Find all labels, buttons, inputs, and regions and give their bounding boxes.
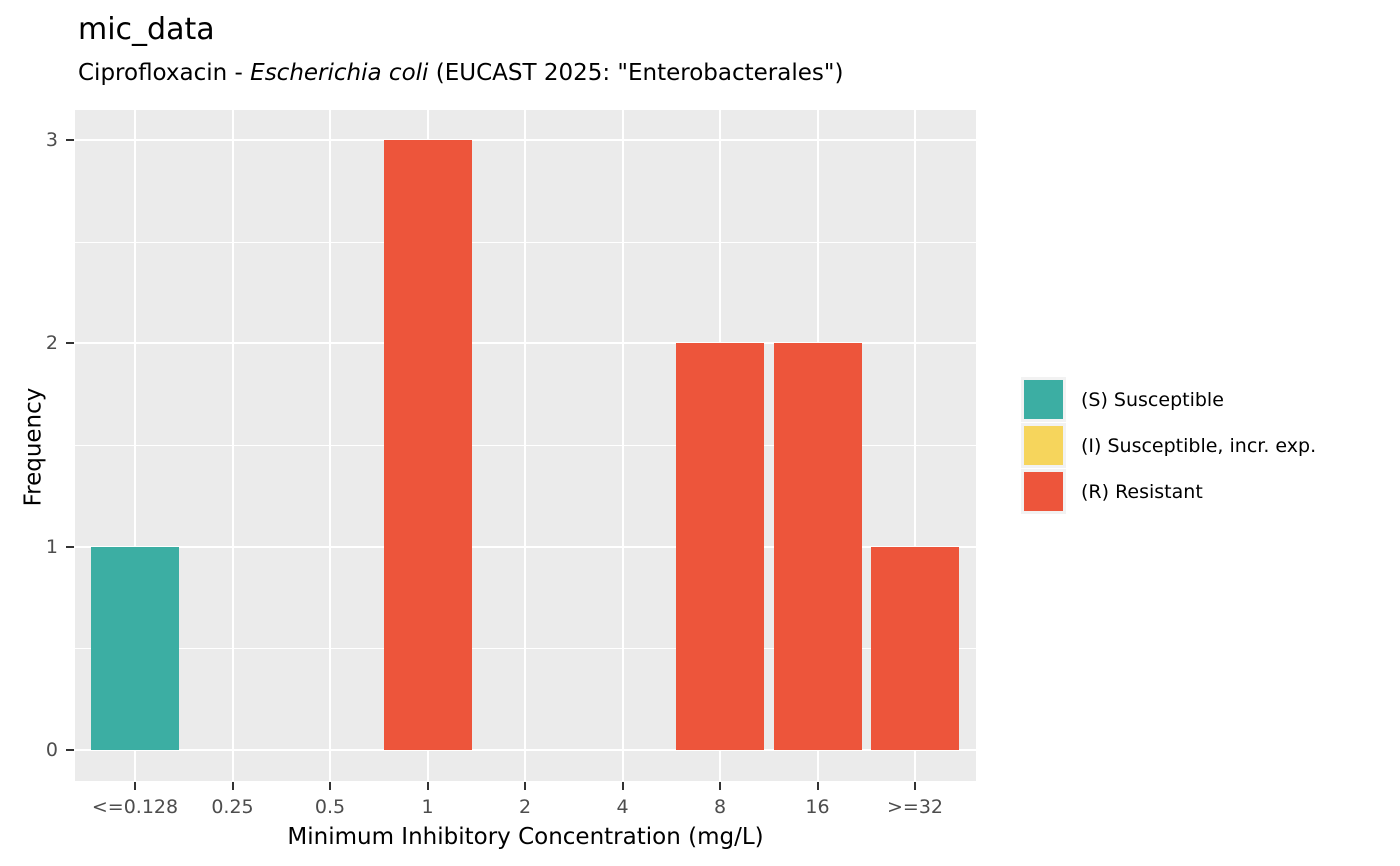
legend-entry: (S) Susceptible — [1021, 377, 1316, 422]
chart-subtitle: Ciprofloxacin - Escherichia coli (EUCAST… — [78, 60, 843, 86]
x-axis-tick — [134, 782, 136, 790]
bar — [773, 343, 862, 750]
x-axis-tick-label: >=32 — [886, 796, 944, 818]
x-axis-tick-label: 8 — [713, 796, 727, 818]
x-axis-tick — [914, 782, 916, 790]
x-axis-tick — [524, 782, 526, 790]
x-axis-tick — [621, 782, 624, 790]
legend-key — [1021, 469, 1066, 514]
legend: (S) Susceptible (I) Susceptible, incr. ex… — [1021, 377, 1316, 515]
subtitle-segment: Ciprofloxacin - — [78, 60, 251, 86]
y-axis-tick — [66, 139, 74, 141]
legend-label: (I) Susceptible, incr. exp. — [1081, 434, 1317, 457]
y-axis-tick-label: 3 — [45, 129, 58, 151]
y-axis-tick — [66, 749, 74, 751]
y-axis-title: Frequency — [20, 387, 47, 507]
bar — [91, 546, 179, 750]
bar — [676, 343, 764, 750]
horizontal-major-gridline — [75, 342, 976, 345]
bar — [383, 140, 472, 750]
y-axis-tick-label: 2 — [45, 332, 58, 355]
x-axis-tick — [426, 782, 429, 790]
x-axis-tick-label: 4 — [616, 796, 629, 818]
legend-label: (R) Resistant — [1081, 480, 1203, 503]
horizontal-minor-gridline — [75, 241, 976, 243]
legend-key — [1021, 423, 1066, 468]
legend-swatch-r — [1024, 472, 1063, 511]
legend-swatch-i — [1024, 426, 1063, 465]
horizontal-minor-gridline — [75, 648, 976, 650]
x-axis-tick-label: 2 — [518, 796, 532, 818]
x-axis-tick-label: 0.25 — [211, 796, 254, 818]
chart-title: mic_data — [78, 12, 215, 47]
x-axis-tick-label: 0.5 — [314, 796, 346, 818]
y-axis-tick — [66, 342, 74, 345]
horizontal-major-gridline — [75, 545, 976, 548]
x-axis-tick-label: 16 — [805, 796, 830, 818]
legend-label: (S) Susceptible — [1081, 388, 1224, 411]
x-axis-tick — [719, 782, 721, 790]
horizontal-minor-gridline — [75, 445, 976, 446]
subtitle-italic-segment: Escherichia coli — [250, 60, 429, 86]
legend-swatch-s — [1024, 380, 1063, 419]
horizontal-major-gridline — [75, 749, 976, 751]
y-axis-tick — [66, 545, 74, 548]
x-axis-tick — [329, 782, 331, 790]
plot-panel — [75, 110, 976, 781]
x-axis-tick — [231, 782, 234, 790]
y-axis-tick-label: 1 — [45, 535, 58, 558]
y-axis-tick-label: 0 — [45, 739, 58, 761]
x-axis-tick-label: 1 — [421, 796, 434, 818]
horizontal-major-gridline — [75, 139, 976, 141]
x-axis-title: Minimum Inhibitory Concentration (mg/L) — [287, 824, 764, 850]
x-axis-tick-label: <=0.128 — [91, 796, 179, 818]
legend-entry: (R) Resistant — [1021, 469, 1316, 514]
x-axis-tick — [816, 782, 819, 790]
bar — [871, 546, 959, 750]
legend-key — [1021, 377, 1066, 422]
legend-entry: (I) Susceptible, incr. exp. — [1021, 423, 1316, 468]
subtitle-segment: (EUCAST 2025: "Enterobacterales") — [428, 60, 844, 86]
